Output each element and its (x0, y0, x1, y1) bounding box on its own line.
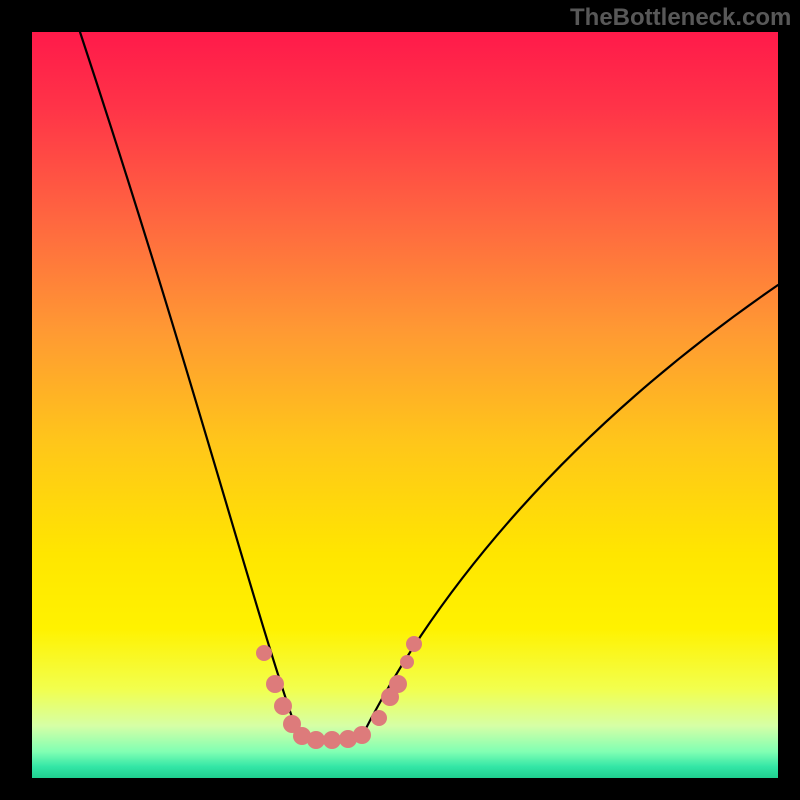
data-marker (406, 636, 422, 652)
data-marker (307, 731, 325, 749)
data-marker (371, 710, 387, 726)
chart-frame (32, 32, 778, 778)
data-marker (274, 697, 292, 715)
data-marker (266, 675, 284, 693)
data-marker (256, 645, 272, 661)
data-marker (323, 731, 341, 749)
data-marker (389, 675, 407, 693)
chart-svg (0, 0, 800, 800)
watermark-text: TheBottleneck.com (570, 4, 791, 32)
data-marker (353, 726, 371, 744)
data-marker (400, 655, 414, 669)
